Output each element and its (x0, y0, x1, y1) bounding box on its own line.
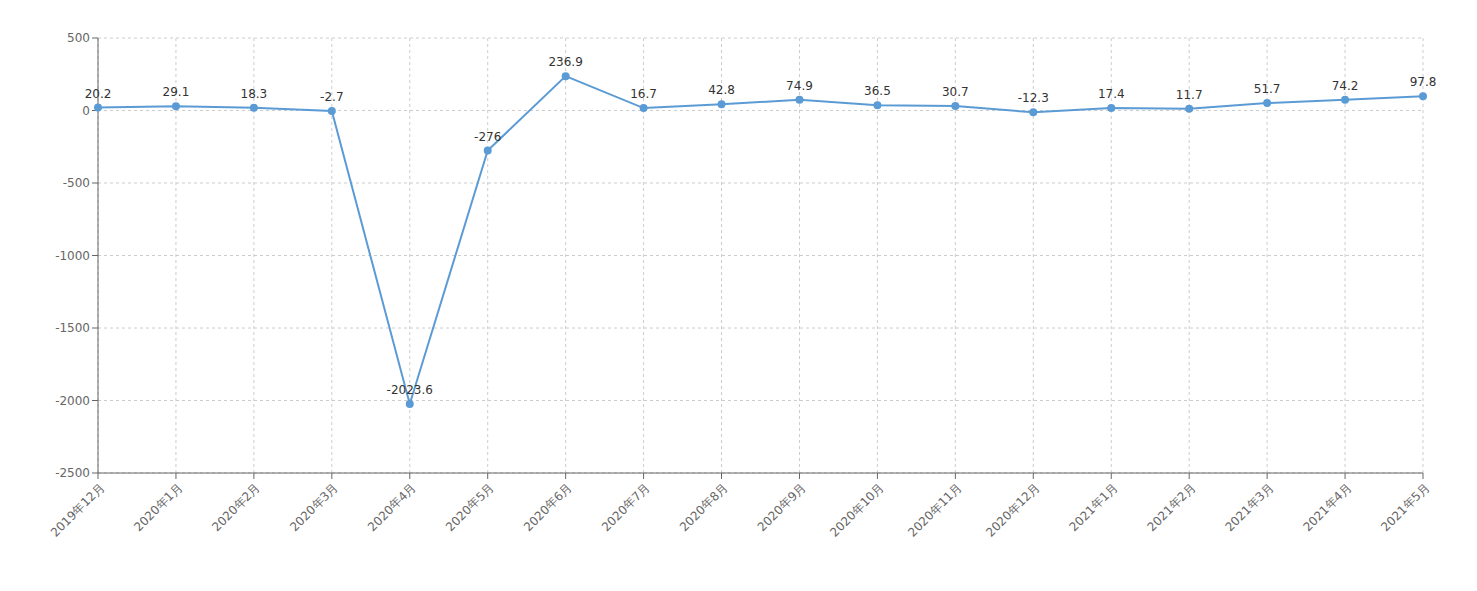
svg-text:74.2: 74.2 (1332, 79, 1359, 93)
svg-text:30.7: 30.7 (942, 85, 969, 99)
svg-text:2020年5月: 2020年5月 (443, 480, 497, 534)
svg-text:2020年8月: 2020年8月 (677, 480, 731, 534)
svg-text:18.3: 18.3 (241, 87, 268, 101)
svg-text:-1000: -1000 (55, 249, 90, 263)
svg-text:2021年5月: 2021年5月 (1378, 480, 1432, 534)
svg-text:-2000: -2000 (55, 394, 90, 408)
svg-text:-2500: -2500 (55, 466, 90, 480)
svg-text:2021年2月: 2021年2月 (1144, 480, 1198, 534)
svg-text:11.7: 11.7 (1176, 88, 1203, 102)
svg-text:-12.3: -12.3 (1018, 91, 1049, 105)
svg-text:42.8: 42.8 (708, 83, 735, 97)
svg-text:2020年12月: 2020年12月 (983, 480, 1042, 539)
svg-text:2021年4月: 2021年4月 (1300, 480, 1354, 534)
svg-text:2021年1月: 2021年1月 (1067, 480, 1121, 534)
svg-text:-500: -500 (63, 176, 90, 190)
svg-text:36.5: 36.5 (864, 84, 891, 98)
svg-text:2020年4月: 2020年4月 (365, 480, 419, 534)
svg-text:20.2: 20.2 (85, 87, 112, 101)
svg-text:-2023.6: -2023.6 (387, 383, 433, 397)
svg-text:97.8: 97.8 (1410, 75, 1437, 89)
svg-text:2020年6月: 2020年6月 (521, 480, 575, 534)
svg-text:2020年1月: 2020年1月 (131, 480, 185, 534)
svg-text:2020年2月: 2020年2月 (209, 480, 263, 534)
svg-text:2020年10月: 2020年10月 (827, 480, 886, 539)
svg-text:-276: -276 (474, 130, 501, 144)
svg-text:2020年9月: 2020年9月 (755, 480, 809, 534)
svg-text:-1500: -1500 (55, 321, 90, 335)
svg-text:16.7: 16.7 (630, 87, 657, 101)
svg-text:236.9: 236.9 (548, 55, 582, 69)
svg-text:17.4: 17.4 (1098, 87, 1125, 101)
svg-text:2020年3月: 2020年3月 (287, 480, 341, 534)
svg-text:74.9: 74.9 (786, 79, 813, 93)
svg-text:500: 500 (67, 31, 90, 45)
svg-text:2021年3月: 2021年3月 (1222, 480, 1276, 534)
svg-text:-2.7: -2.7 (320, 90, 343, 104)
svg-text:2019年12月: 2019年12月 (48, 480, 107, 539)
svg-text:2020年11月: 2020年11月 (905, 480, 964, 539)
svg-text:2020年7月: 2020年7月 (599, 480, 653, 534)
svg-text:51.7: 51.7 (1254, 82, 1281, 96)
svg-text:0: 0 (82, 104, 90, 118)
svg-text:29.1: 29.1 (163, 85, 190, 99)
